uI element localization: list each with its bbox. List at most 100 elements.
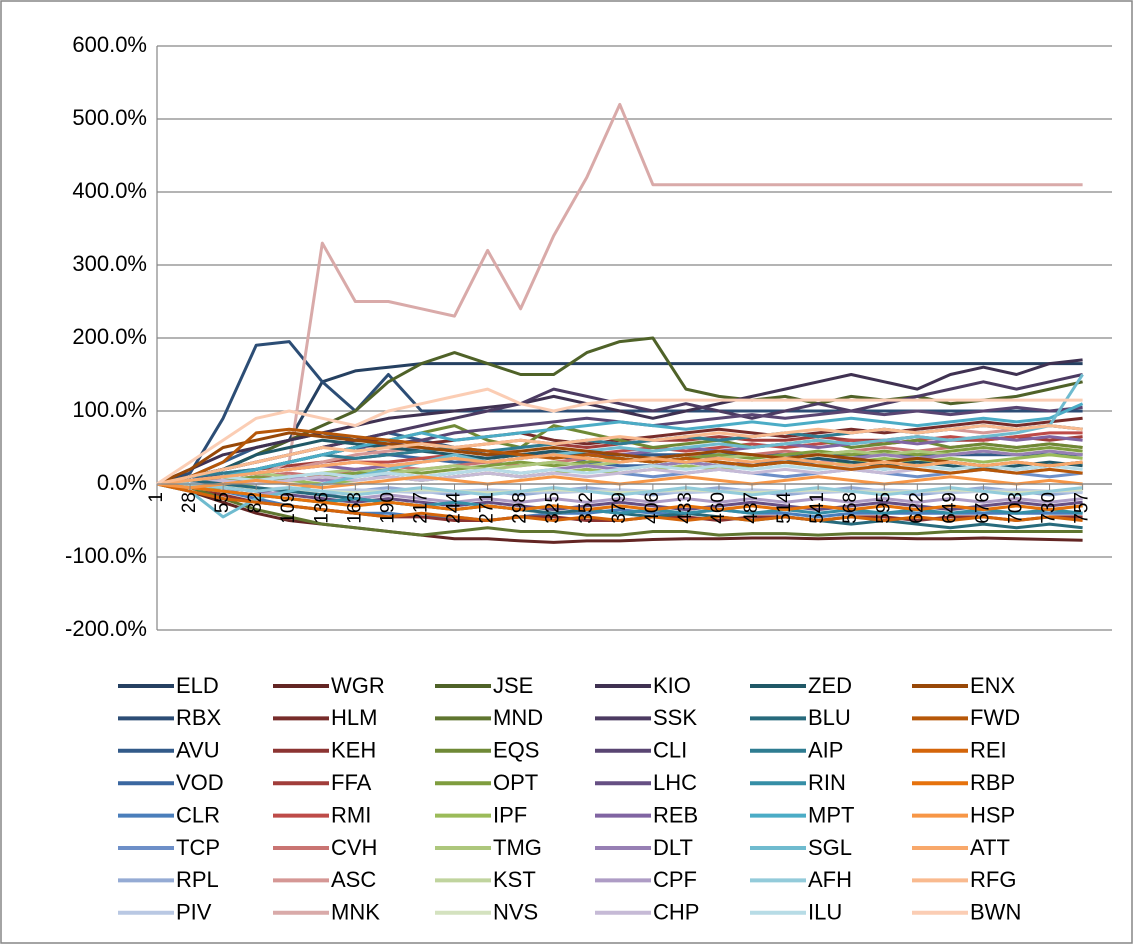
x-tick-label: 217 (410, 492, 431, 524)
legend-label: HLM (331, 705, 377, 730)
legend-label: PIV (176, 900, 212, 925)
series-line (156, 387, 1083, 486)
x-tick-label: 649 (939, 492, 960, 524)
legend-label: FWD (970, 705, 1020, 730)
legend-label: RBP (970, 770, 1015, 795)
series-line (157, 102, 1083, 493)
x-tick-label: 1 (146, 492, 167, 503)
x-tick-label: 136 (311, 492, 332, 524)
legend-label: WGR (331, 673, 385, 698)
x-tick-label: 271 (477, 492, 498, 524)
legend-label: JSE (493, 673, 533, 698)
legend-label: MND (493, 705, 543, 730)
x-tick-label: 82 (245, 492, 266, 513)
legend-label: CLI (653, 738, 687, 763)
legend-label: AVU (176, 738, 220, 763)
y-tick-label: -200.0% (65, 616, 147, 641)
x-tick-label: 325 (543, 492, 564, 524)
legend-label: CLR (176, 802, 220, 827)
legend-label: BLU (808, 705, 851, 730)
series-line (156, 482, 1083, 537)
x-tick-label: 514 (774, 492, 795, 524)
legend-label: HSP (970, 802, 1015, 827)
legend-label: KIO (653, 673, 691, 698)
legend-label: MNK (331, 900, 380, 925)
legend-label: KST (493, 867, 536, 892)
y-tick-label: 400.0% (72, 178, 147, 203)
x-tick-label: 433 (675, 492, 696, 524)
legend-label: IPF (493, 802, 527, 827)
legend-label: AIP (808, 738, 843, 763)
x-tick-label: 595 (873, 492, 894, 524)
legend-label: AFH (808, 867, 852, 892)
series-line (156, 424, 1083, 486)
x-tick-label: 244 (444, 492, 465, 524)
x-tick-label: 487 (741, 492, 762, 524)
legend-label: SGL (808, 835, 852, 860)
legend-label: EQS (493, 738, 539, 763)
legend-label: ENX (970, 673, 1016, 698)
legend-label: CPF (653, 867, 697, 892)
series-line (156, 482, 1083, 512)
x-tick-label: 730 (1039, 492, 1060, 524)
legend-label: ZED (808, 673, 852, 698)
legend-label: FFA (331, 770, 372, 795)
x-tick-label: 28 (179, 492, 200, 513)
legend-label: REI (970, 738, 1007, 763)
legend-label: REB (653, 802, 698, 827)
legend-label: CVH (331, 835, 377, 860)
y-tick-label: 0.0% (97, 470, 147, 495)
x-tick-label: 460 (708, 492, 729, 524)
x-tick-label: 109 (278, 492, 299, 524)
legend-label: RBX (176, 705, 222, 730)
x-tick-label: 298 (510, 492, 531, 524)
x-tick-label: 190 (377, 492, 398, 524)
series-line (157, 482, 1083, 497)
legend-label: NVS (493, 900, 538, 925)
x-tick-label: 541 (807, 492, 828, 524)
x-tick-label: 379 (609, 492, 630, 524)
legend-label: ILU (808, 900, 842, 925)
x-tick-label: 163 (344, 492, 365, 524)
legend-label: LHC (653, 770, 697, 795)
legend-label: ELD (176, 673, 219, 698)
series-line (156, 402, 1084, 486)
x-tick-label: 352 (576, 492, 597, 524)
series-line (156, 427, 1083, 486)
legend-label: OPT (493, 770, 538, 795)
legend-label: VOD (176, 770, 224, 795)
x-tick-label: 568 (840, 492, 861, 524)
legend-label: TMG (493, 835, 542, 860)
plot-lines (156, 102, 1084, 544)
series-line (156, 464, 1083, 486)
legend-label: TCP (176, 835, 220, 860)
x-tick-label: 622 (906, 492, 927, 524)
legend-label: ASC (331, 867, 376, 892)
legend-label: BWN (970, 900, 1021, 925)
y-tick-label: 300.0% (72, 251, 147, 276)
y-tick-label: 500.0% (72, 105, 147, 130)
legend-label: KEH (331, 738, 376, 763)
y-tick-label: -100.0% (65, 543, 147, 568)
y-tick-label: 600.0% (72, 32, 147, 57)
legend-label: SSK (653, 705, 697, 730)
series-line (156, 453, 1083, 486)
y-tick-label: 100.0% (72, 397, 147, 422)
legend-label: RMI (331, 802, 371, 827)
legend-label: ATT (970, 835, 1010, 860)
series-line (156, 431, 1083, 486)
x-tick-label: 703 (1006, 492, 1027, 524)
legend-label: RPL (176, 867, 219, 892)
series-line (156, 482, 1083, 522)
legend-label: MPT (808, 802, 854, 827)
legend-label: RIN (808, 770, 846, 795)
x-tick-label: 676 (972, 492, 993, 524)
x-tick-label: 55 (212, 492, 233, 513)
series-line (156, 362, 1083, 486)
x-tick-label: 757 (1072, 492, 1093, 524)
y-tick-label: 200.0% (72, 324, 147, 349)
x-tick-label: 406 (642, 492, 663, 524)
legend-label: DLT (653, 835, 693, 860)
legend-label: CHP (653, 900, 699, 925)
